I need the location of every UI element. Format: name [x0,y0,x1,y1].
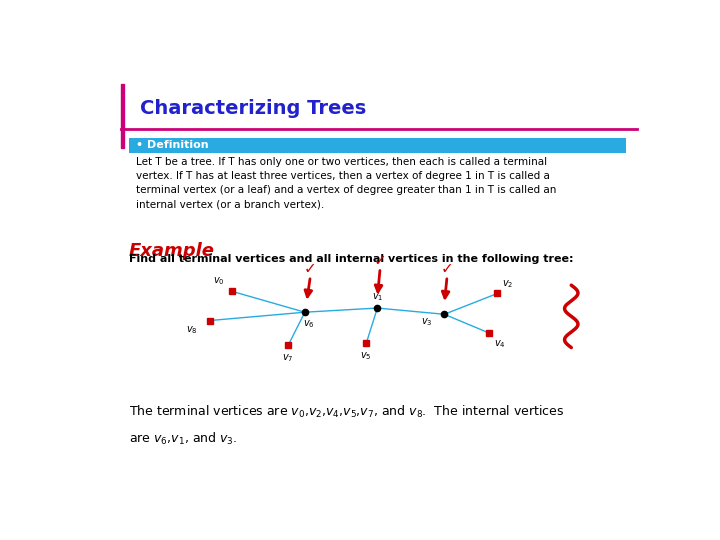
Text: ✓: ✓ [441,261,454,276]
Text: Example: Example [129,241,215,260]
Text: The terminal vertices are $v_0$,$v_2$,$v_4$,$v_5$,$v_7$, and $v_8$.  The interna: The terminal vertices are $v_0$,$v_2$,$v… [129,404,564,447]
FancyBboxPatch shape [129,138,626,227]
Text: Characterizing Trees: Characterizing Trees [140,99,366,118]
Text: $v_7$: $v_7$ [282,352,294,364]
Text: $v_3$: $v_3$ [420,316,432,328]
Text: ✓: ✓ [304,261,317,276]
Text: $v_6$: $v_6$ [303,318,315,330]
Text: $v_0$: $v_0$ [212,275,224,287]
Text: $v_4$: $v_4$ [494,338,506,350]
Text: $v_2$: $v_2$ [502,279,513,290]
Text: Let T be a tree. If T has only one or two vertices, then each is called a termin: Let T be a tree. If T has only one or tw… [136,157,556,210]
Text: • Definition: • Definition [136,140,208,151]
Bar [121,84,124,148]
Text: $v_5$: $v_5$ [361,350,372,362]
Text: $v_1$: $v_1$ [372,291,383,303]
Text: ✓: ✓ [374,253,387,268]
FancyBboxPatch shape [129,153,626,227]
Text: Find all terminal vertices and all internal vertices in the following tree:: Find all terminal vertices and all inter… [129,254,574,264]
Text: $v_8$: $v_8$ [186,324,197,335]
